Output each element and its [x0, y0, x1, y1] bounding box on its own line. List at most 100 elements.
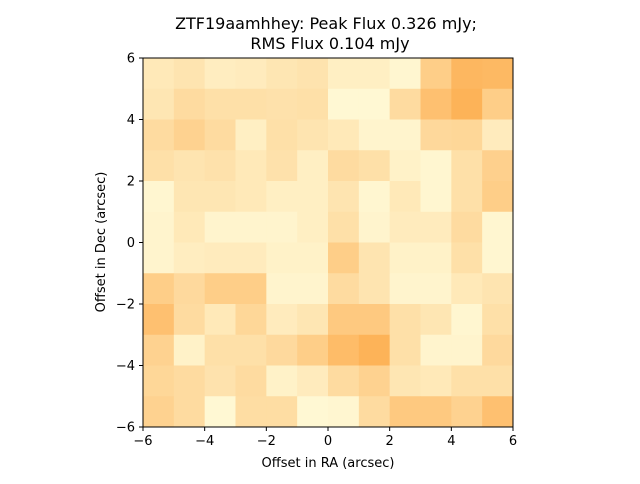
- heatmap-cell: [451, 58, 483, 90]
- heatmap-cell: [358, 273, 391, 305]
- heatmap-cell: [389, 88, 421, 120]
- heatmap-cell: [297, 242, 329, 274]
- heatmap-cell: [482, 273, 514, 305]
- heatmap-cell: [420, 365, 452, 397]
- x-axis-label: Offset in RA (arcsec): [262, 456, 395, 471]
- chart-title-line-1: ZTF19aamhhey: Peak Flux 0.326 mJy;: [175, 14, 477, 33]
- y-axis-label: Offset in Dec (arcsec): [94, 172, 109, 313]
- heatmap-cell: [143, 88, 175, 120]
- heatmap-cell: [358, 211, 391, 243]
- heatmap-cell: [204, 396, 236, 428]
- heatmap-cell: [451, 242, 483, 274]
- heatmap-cell: [328, 273, 360, 305]
- heatmap-cell: [266, 396, 298, 428]
- heatmap-cell: [451, 181, 483, 213]
- heatmap-cell: [420, 334, 452, 366]
- heatmap-cell: [451, 211, 483, 243]
- heatmap-cell: [482, 334, 514, 366]
- heatmap-cell: [482, 304, 514, 336]
- heatmap-cell: [235, 304, 267, 336]
- heatmap-cell: [173, 365, 206, 397]
- heatmap-cell: [173, 304, 206, 336]
- heatmap-cell: [358, 150, 391, 182]
- heatmap-cell: [451, 396, 483, 428]
- heatmap-cell: [204, 150, 236, 182]
- heatmap-cell: [328, 242, 360, 274]
- heatmap-cell: [297, 181, 329, 213]
- heatmap-cell: [420, 58, 452, 90]
- heatmap-cell: [420, 304, 452, 336]
- heatmap-cell: [482, 242, 514, 274]
- heatmap-cell: [204, 304, 236, 336]
- heatmap-cell: [482, 119, 514, 151]
- heatmap-cell: [266, 119, 298, 151]
- heatmap-cell: [358, 242, 391, 274]
- heatmap-cell: [235, 181, 267, 213]
- y-axis-ticks: −6 −4 −2 0 2 4 6: [116, 52, 143, 436]
- y-tick-label: −6: [116, 421, 135, 436]
- heatmap-cell: [235, 150, 267, 182]
- heatmap-cell: [328, 119, 360, 151]
- heatmap-cell: [389, 273, 421, 305]
- heatmap-cell: [143, 181, 175, 213]
- heatmap-cell: [173, 58, 206, 90]
- heatmap-cell: [235, 242, 267, 274]
- heatmap-cell: [389, 365, 421, 397]
- heatmap-cell: [451, 88, 483, 120]
- heatmap-cell: [235, 88, 267, 120]
- heatmap-cell: [482, 365, 514, 397]
- heatmap-cell: [420, 119, 452, 151]
- heatmap-cell: [358, 181, 391, 213]
- heatmap-cell: [420, 181, 452, 213]
- heatmap-cell: [482, 211, 514, 243]
- heatmap-cell: [297, 365, 329, 397]
- heatmap-cell: [235, 58, 267, 90]
- heatmap-cell: [297, 304, 329, 336]
- heatmap-cell: [297, 334, 329, 366]
- heatmap-cell: [204, 365, 236, 397]
- heatmap-cell: [204, 119, 236, 151]
- heatmap-cell: [389, 396, 421, 428]
- heatmap-cell: [266, 58, 298, 90]
- y-tick-label: 4: [127, 113, 135, 128]
- heatmap-cell: [482, 58, 514, 90]
- heatmap-cell: [266, 211, 298, 243]
- heatmap-cell: [328, 58, 360, 90]
- heatmap-cell: [328, 150, 360, 182]
- heatmap-cell: [389, 181, 421, 213]
- heatmap-cell: [389, 304, 421, 336]
- heatmap-cell: [358, 365, 391, 397]
- heatmap-cell: [173, 273, 206, 305]
- y-tick-label: −4: [116, 359, 135, 374]
- x-axis-ticks: −6 −4 −2 0 2 4 6: [133, 427, 517, 449]
- heatmap-cell: [451, 334, 483, 366]
- x-tick-label: 6: [509, 434, 517, 449]
- heatmap-cell: [143, 242, 175, 274]
- y-tick-label: −2: [116, 298, 135, 313]
- heatmap-cell: [143, 396, 175, 428]
- heatmap-cell: [451, 304, 483, 336]
- heatmap-cell: [358, 88, 391, 120]
- heatmap-cell: [143, 365, 175, 397]
- heatmap-cell: [266, 273, 298, 305]
- heatmap-cell: [297, 88, 329, 120]
- heatmap-cell: [420, 211, 452, 243]
- heatmap-cell: [235, 273, 267, 305]
- heatmap-cells: [143, 58, 514, 428]
- heatmap-cell: [266, 150, 298, 182]
- heatmap-cell: [173, 181, 206, 213]
- heatmap-cell: [204, 181, 236, 213]
- heatmap-cell: [235, 334, 267, 366]
- heatmap-cell: [328, 88, 360, 120]
- heatmap-cell: [297, 396, 329, 428]
- heatmap-cell: [389, 58, 421, 90]
- heatmap-cell: [204, 273, 236, 305]
- heatmap-cell: [266, 334, 298, 366]
- heatmap-cell: [204, 58, 236, 90]
- heatmap-cell: [143, 211, 175, 243]
- heatmap-cell: [328, 365, 360, 397]
- heatmap-cell: [389, 242, 421, 274]
- heatmap-cell: [297, 150, 329, 182]
- heatmap-cell: [328, 396, 360, 428]
